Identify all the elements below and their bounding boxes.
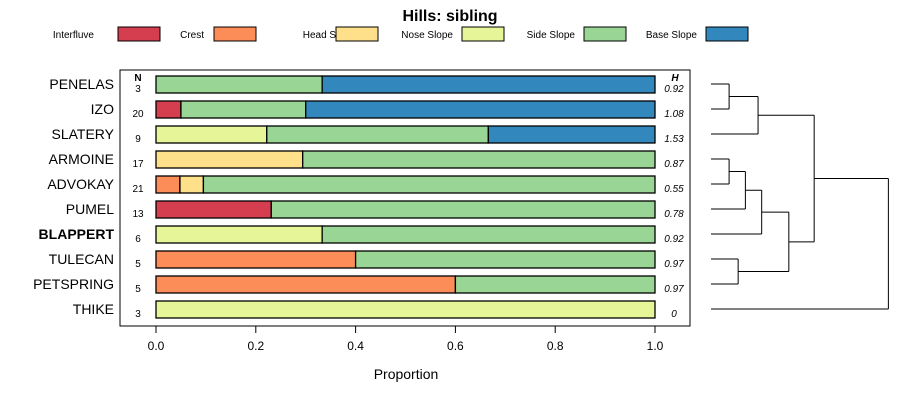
h-value: 1.53 [664,134,684,145]
bar-segment-head-slope [155,150,304,169]
n-value: 5 [135,259,141,270]
bar-segment-side-slope [321,225,656,244]
bar-segment-interfluve [155,100,182,119]
bar-segment-nose-slope [155,125,268,144]
h-value: 0.55 [664,184,684,195]
n-column-header: N [134,73,141,84]
h-value: 1.08 [664,109,684,120]
legend-label: Nose Slope [401,30,453,41]
bar-segment-side-slope [270,200,656,219]
bar-segment-crest [155,275,457,294]
x-tick-label: 0.0 [148,339,165,353]
bar-segment-side-slope [202,175,656,194]
legend-swatch [583,26,627,42]
x-axis: 0.0 0.2 0.4 0.6 0.8 1.0 [148,326,664,353]
h-value: 0.87 [664,159,684,170]
n-value: 20 [132,109,144,120]
n-value: 3 [135,84,141,95]
bar-segment-crest [155,250,357,269]
legend: Interfluve Crest Head Slope Nose Slope Side … [53,26,749,42]
x-tick-label: 0.6 [447,339,464,353]
row-label: PETSPRING [33,276,114,292]
n-value: 21 [132,184,144,195]
legend-label: Crest [180,30,204,41]
plot-frame [119,69,691,327]
bar-segment-side-slope [155,75,323,94]
row-label: THIKE [73,301,114,317]
bar-segment-side-slope [454,275,656,294]
x-tick-label: 0.8 [547,339,564,353]
legend-label: Head Slope [303,30,356,41]
legend-label: Side Slope [527,30,576,41]
row-label: ADVOKAY [47,176,114,192]
n-value: 17 [132,159,144,170]
row-label: SLATERY [51,126,114,142]
h-value: 0.97 [664,284,684,295]
h-column-header: H [671,73,679,84]
h-value: 0.92 [664,234,684,245]
bar-segment-side-slope [266,125,489,144]
x-tick-label: 0.2 [247,339,264,353]
n-value: 6 [135,234,141,245]
dendrogram [711,83,889,310]
bar-segment-interfluve [155,200,272,219]
n-value: 13 [132,209,144,220]
chart-title: Hills: sibling [402,8,497,25]
h-value: 0.97 [664,259,684,270]
legend-swatch [335,26,379,42]
legend-swatch [117,26,161,42]
bar-segment-side-slope [180,100,307,119]
h-value: 0.78 [664,209,684,220]
x-tick-label: 1.0 [647,339,664,353]
x-tick-label: 0.4 [347,339,364,353]
row-label: TULECAN [49,251,114,267]
n-value: 9 [135,134,141,145]
bar-segment-head-slope [179,175,205,194]
h-value: 0 [671,309,677,320]
legend-label: Base Slope [646,30,698,41]
row-label: ARMOINE [49,151,114,167]
bar-segment-nose-slope [155,300,656,319]
bar-segment-base-slope [487,125,656,144]
row-label: BLAPPERT [39,226,115,242]
legend-swatch [705,26,749,42]
bar-segment-crest [155,175,181,194]
bar-segment-side-slope [354,250,656,269]
bar-rows: PENELAS 3 0.92 IZO 20 1.08 SLATERY 9 1.53 ARMOINE… [33,75,684,320]
row-label: PUMEL [66,201,114,217]
legend-swatch [461,26,505,42]
n-value: 3 [135,309,141,320]
legend-swatch [213,26,257,42]
legend-label: Interfluve [53,30,95,41]
row-label: IZO [91,101,114,117]
bar-segment-side-slope [302,150,656,169]
bar-segment-base-slope [321,75,656,94]
n-value: 5 [135,284,141,295]
bar-segment-nose-slope [155,225,323,244]
bar-segment-base-slope [305,100,656,119]
x-axis-label: Proportion [374,366,439,382]
h-value: 0.92 [664,84,684,95]
row-label: PENELAS [49,76,114,92]
